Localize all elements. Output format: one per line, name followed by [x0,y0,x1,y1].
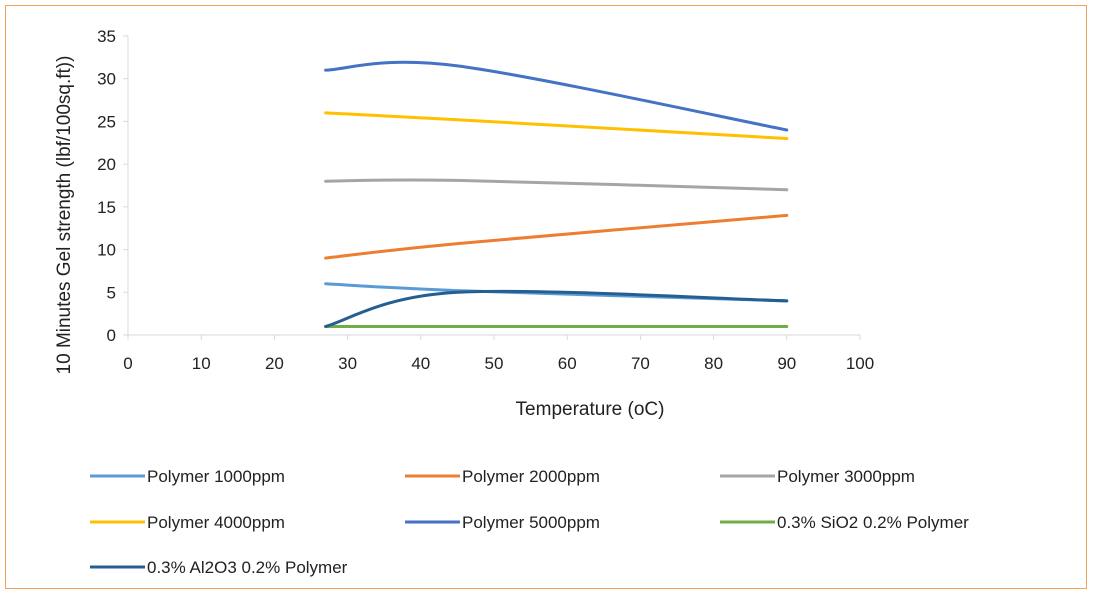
x-tick-label: 70 [631,354,650,373]
legend-label: Polymer 4000ppm [147,513,285,532]
y-tick-label: 30 [97,70,116,89]
x-tick-label: 90 [777,354,796,373]
series-line-7 [324,289,789,328]
legend-label: Polymer 2000ppm [462,467,600,486]
y-tick-label: 0 [107,326,116,345]
series-line-4 [324,111,789,141]
y-tick-label: 35 [97,27,116,46]
x-tick-label: 0 [123,354,132,373]
legend-label: Polymer 3000ppm [777,467,915,486]
legend: Polymer 1000ppm Polymer 2000ppm Polymer 30… [90,467,969,577]
x-axis-label: Temperature (oC) [516,399,665,420]
y-tick-label: 25 [97,112,116,131]
x-tick-label: 60 [558,354,577,373]
legend-label: Polymer 5000ppm [462,513,600,532]
legend-label: 0.3% SiO2 0.2% Polymer [777,513,969,532]
series-line-3 [324,178,789,192]
y-tick-label: 20 [97,155,116,174]
x-tick-label: 50 [485,354,504,373]
x-tick-label: 20 [265,354,284,373]
x-tick-label: 40 [411,354,430,373]
x-tick-label: 80 [704,354,723,373]
y-tick-label: 10 [97,241,116,260]
y-axis-label: 10 Minutes Gel strength (lbf/100sq.ft)) [54,56,75,375]
legend-label: 0.3% Al2O3 0.2% Polymer [147,558,348,577]
y-tick-label: 5 [107,283,116,302]
y-tick-label: 15 [97,198,116,217]
legend-label: Polymer 1000ppm [147,467,285,486]
x-tick-label: 10 [192,354,211,373]
series-line-5 [324,60,789,132]
x-tick-label: 30 [338,354,357,373]
axes: 0 5 10 15 20 25 30 35 0 10 20 30 40 50 60 70 80 90 100 [97,27,874,373]
series-lines [324,60,789,328]
chart-frame [5,5,1087,589]
x-tick-label: 100 [846,354,874,373]
series-line-2 [324,213,789,260]
